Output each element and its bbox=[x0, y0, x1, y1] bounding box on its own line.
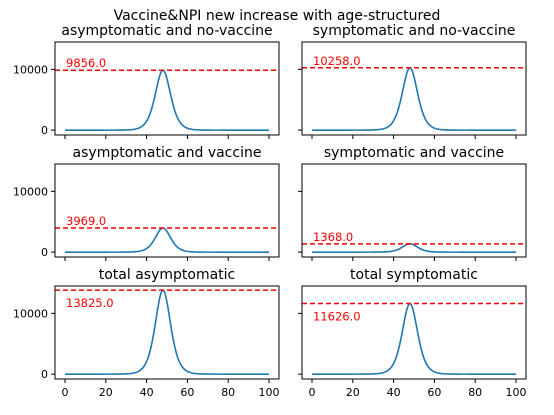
subplot-4: symptomatic and vaccine 1368.0 bbox=[298, 145, 527, 261]
subplot-5: total asymptomatic 13825.0 0 20 40 60 80 100 0 10… bbox=[13, 267, 280, 399]
y-tick-label: 10000 bbox=[13, 63, 48, 76]
x-tick-label: 60 bbox=[180, 386, 194, 399]
peak-value-label: 1368.0 bbox=[313, 230, 353, 244]
subplot-6: total symptomatic 11626.0 0 20 40 60 80 100 bbox=[298, 267, 527, 399]
x-tick-label: 100 bbox=[506, 386, 527, 399]
subplot-2: symptomatic and no-vaccine 10258.0 bbox=[298, 23, 527, 139]
x-tick-label: 20 bbox=[346, 386, 360, 399]
subplot-title: symptomatic and vaccine bbox=[324, 145, 504, 161]
series-line bbox=[65, 69, 269, 131]
y-tick-label: 10000 bbox=[13, 307, 48, 320]
y-tick-label: 0 bbox=[41, 124, 48, 137]
x-tick-label: 40 bbox=[140, 386, 154, 399]
y-tick-label: 10000 bbox=[13, 185, 48, 198]
x-tick-label: 40 bbox=[387, 386, 401, 399]
subplot-1: asymptomatic and no-vaccine 9856.0 0 10000 bbox=[13, 23, 280, 139]
series-line bbox=[312, 243, 516, 253]
subplot-title: total asymptomatic bbox=[99, 267, 236, 283]
x-tick-label: 0 bbox=[309, 386, 316, 399]
axes-frame bbox=[54, 41, 280, 136]
peak-value-label: 9856.0 bbox=[66, 56, 106, 70]
x-tick-label: 80 bbox=[221, 386, 235, 399]
x-tick-label: 0 bbox=[62, 386, 69, 399]
peak-value-label: 10258.0 bbox=[313, 54, 361, 68]
axes-frame bbox=[301, 41, 527, 136]
axes-frame bbox=[301, 285, 527, 380]
peak-value-label: 13825.0 bbox=[66, 296, 114, 310]
axes-frame bbox=[54, 163, 280, 258]
y-tick-label: 0 bbox=[41, 246, 48, 259]
series-line bbox=[65, 227, 269, 253]
series-line bbox=[312, 302, 516, 375]
peak-value-label: 11626.0 bbox=[313, 309, 361, 323]
subplot-title: asymptomatic and no-vaccine bbox=[61, 23, 272, 39]
series-line bbox=[65, 289, 269, 375]
figure-suptitle: Vaccine&NPI new increase with age-struct… bbox=[114, 8, 441, 24]
axes-frame bbox=[54, 285, 280, 380]
peak-value-label: 3969.0 bbox=[66, 214, 106, 228]
subplot-title: asymptomatic and vaccine bbox=[73, 145, 262, 161]
series-line bbox=[312, 66, 516, 131]
subplot-title: total symptomatic bbox=[350, 267, 478, 283]
subplot-3: asymptomatic and vaccine 3969.0 0 10000 bbox=[13, 145, 280, 261]
y-tick-label: 0 bbox=[41, 368, 48, 381]
x-tick-label: 80 bbox=[468, 386, 482, 399]
x-tick-label: 20 bbox=[99, 386, 113, 399]
x-tick-label: 100 bbox=[259, 386, 280, 399]
subplot-title: symptomatic and no-vaccine bbox=[313, 23, 516, 39]
subplot-grid: asymptomatic and no-vaccine9856.0010000s… bbox=[13, 23, 527, 399]
axes-frame bbox=[301, 163, 527, 258]
x-tick-label: 60 bbox=[427, 386, 441, 399]
